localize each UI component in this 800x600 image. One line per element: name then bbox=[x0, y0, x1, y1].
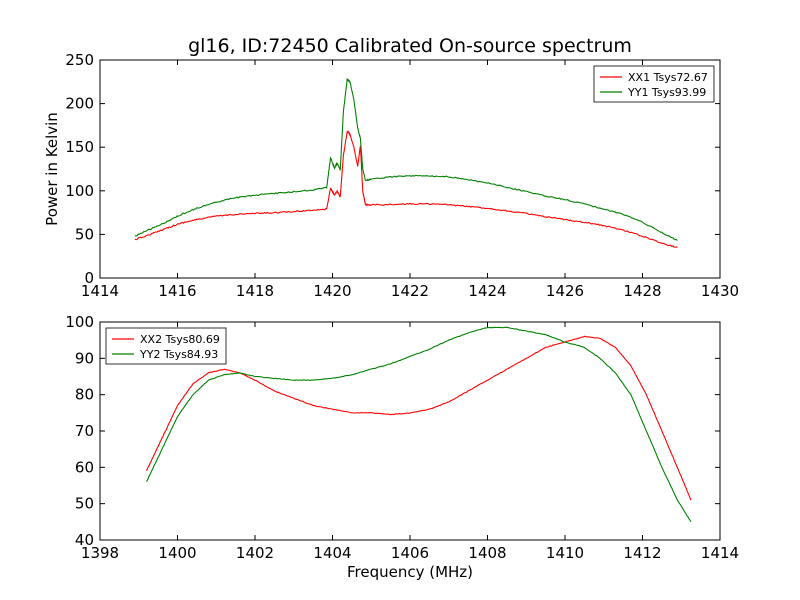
y-tick-label: 60 bbox=[75, 458, 94, 476]
y-tick-label: 200 bbox=[65, 95, 94, 113]
series-line-2-1 bbox=[146, 335, 692, 501]
chart-panel-2: 1398 1400 1402 1404 1406 1408 1410 1412 1414 40 50… bbox=[65, 313, 739, 581]
series-line-1-2 bbox=[134, 77, 678, 241]
legend-box bbox=[105, 327, 227, 365]
series-line-1-1 bbox=[134, 129, 678, 248]
x-tick-label: 1430 bbox=[701, 282, 739, 300]
legend: XX2 Tsys80.69 YY2 Tsys84.93 bbox=[105, 327, 227, 365]
legend-entry: YY1 Tsys93.99 bbox=[627, 86, 706, 99]
y-tick-label: 50 bbox=[75, 495, 94, 513]
x-tick-label: 1414 bbox=[81, 282, 119, 300]
x-axis-label: Frequency (MHz) bbox=[347, 563, 473, 581]
y-tick-label: 50 bbox=[75, 225, 94, 243]
legend-entry: XX1 Tsys72.67 bbox=[628, 71, 708, 84]
y-tick-label: 70 bbox=[75, 422, 94, 440]
x-tick-label: 1422 bbox=[391, 282, 429, 300]
legend: XX1 Tsys72.67 YY1 Tsys93.99 bbox=[593, 65, 715, 103]
x-tick-label: 1410 bbox=[546, 544, 584, 562]
x-tick-label: 1412 bbox=[623, 544, 661, 562]
y-tick-label: 80 bbox=[75, 386, 94, 404]
x-tick-label: 1424 bbox=[468, 282, 506, 300]
y-tick-label: 100 bbox=[65, 313, 94, 331]
x-tick-label: 1398 bbox=[81, 544, 119, 562]
x-tick-label: 1428 bbox=[623, 282, 661, 300]
x-tick-label: 1406 bbox=[391, 544, 429, 562]
x-tick-label: 1404 bbox=[313, 544, 351, 562]
x-tick-label: 1408 bbox=[468, 544, 506, 562]
y-tick-label: 100 bbox=[65, 182, 94, 200]
legend-entry: XX2 Tsys80.69 bbox=[140, 333, 220, 346]
y-tick-label: 250 bbox=[65, 51, 94, 69]
y-axis-label: Power in Kelvin bbox=[43, 112, 61, 226]
x-tick-label: 1420 bbox=[313, 282, 351, 300]
y-tick-label: 40 bbox=[75, 531, 94, 549]
y-tick-label: 0 bbox=[84, 269, 94, 287]
chart-panel-1: 1414 1416 1418 1420 1422 1424 1426 1428 1430 0 50 1… bbox=[43, 51, 739, 300]
x-tick-label: 1414 bbox=[701, 544, 739, 562]
x-tick-label: 1402 bbox=[236, 544, 274, 562]
y-tick-label: 150 bbox=[65, 138, 94, 156]
series-line-2-2 bbox=[146, 326, 692, 523]
legend-box bbox=[593, 65, 715, 103]
x-tick-label: 1416 bbox=[158, 282, 196, 300]
y-tick-label: 90 bbox=[75, 349, 94, 367]
legend-entry: YY2 Tsys84.93 bbox=[139, 348, 218, 361]
chart-title: gl16, ID:72450 Calibrated On-source spec… bbox=[188, 35, 632, 57]
x-tick-label: 1418 bbox=[236, 282, 274, 300]
x-tick-label: 1426 bbox=[546, 282, 584, 300]
x-tick-label: 1400 bbox=[158, 544, 196, 562]
